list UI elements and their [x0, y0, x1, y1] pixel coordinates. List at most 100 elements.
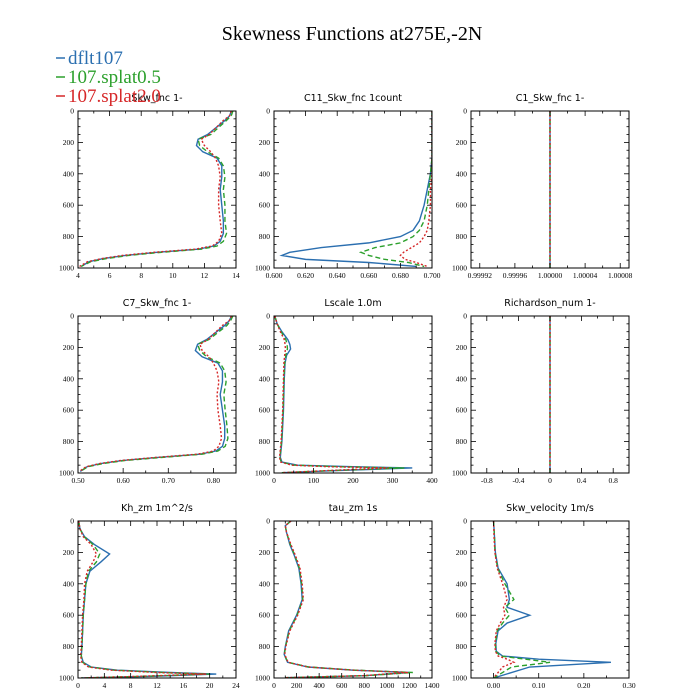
y-tick-label: 1000	[59, 469, 74, 478]
series-line-107.splat2.0	[283, 521, 409, 678]
series-line-107.splat2.0	[79, 111, 232, 268]
x-tick-label: 0.680	[392, 271, 409, 280]
y-tick-label: 200	[63, 138, 75, 147]
figure-title: Skewness Functions at275E,-2N	[222, 23, 483, 45]
x-tick-label: 1.00004	[573, 271, 598, 280]
series-line-107.splat2.0	[399, 111, 432, 268]
y-tick-label: 600	[259, 201, 271, 210]
panel-title: Kh_zm 1m^2/s	[121, 503, 193, 514]
y-tick-label: 400	[63, 579, 75, 588]
panel-title: C7_Skw_fnc 1-	[123, 298, 192, 309]
x-tick-label: 800	[359, 681, 371, 690]
x-tick-label: 0.4	[577, 476, 587, 485]
legend-label-splat20: 107.splat2.0	[68, 86, 161, 107]
series-line-107.splat2.0	[274, 316, 389, 473]
y-tick-label: 0	[266, 517, 270, 526]
y-tick-label: 1000	[452, 264, 467, 273]
x-tick-label: 24	[232, 681, 240, 690]
x-tick-label: 0.20	[577, 681, 590, 690]
x-tick-label: 0.700	[424, 271, 441, 280]
x-tick-label: 400	[426, 476, 438, 485]
x-tick-label: 0	[272, 681, 276, 690]
x-tick-label: 0.99992	[468, 271, 493, 280]
x-tick-label: -0.8	[481, 476, 493, 485]
y-tick-label: 400	[456, 374, 468, 383]
x-tick-label: 0.80	[207, 476, 220, 485]
y-tick-label: 400	[259, 374, 271, 383]
panel-frame	[77, 110, 237, 269]
y-tick-label: 200	[456, 138, 468, 147]
x-tick-label: 400	[314, 681, 326, 690]
x-tick-label: 0.60	[117, 476, 130, 485]
panel-title: C11_Skw_fnc 1count	[304, 93, 402, 104]
y-tick-label: 600	[259, 611, 271, 620]
y-tick-label: 800	[63, 642, 75, 651]
y-tick-label: 0	[266, 107, 270, 116]
series-line-107.splat0.5	[358, 111, 432, 268]
x-tick-label: 14	[232, 271, 240, 280]
y-tick-label: 600	[63, 406, 75, 415]
panel-frame	[273, 520, 433, 679]
x-tick-label: 0	[548, 476, 552, 485]
legend: dflt107 107.splat0.5 107.splat2.0	[56, 48, 161, 107]
y-tick-label: 0	[70, 517, 74, 526]
y-tick-label: 800	[456, 232, 468, 241]
y-tick-label: 1000	[255, 469, 270, 478]
panel-title: Lscale 1.0m	[324, 298, 381, 309]
series-line-107.splat2.0	[492, 521, 516, 678]
x-tick-label: 1.00000	[538, 271, 563, 280]
y-tick-label: 1000	[255, 674, 270, 683]
y-tick-label: 400	[259, 169, 271, 178]
series-line-dflt107	[274, 316, 413, 473]
x-tick-label: 6	[108, 271, 112, 280]
x-tick-label: 600	[336, 681, 348, 690]
series-line-dflt107	[492, 521, 611, 678]
y-tick-label: 600	[456, 201, 468, 210]
y-tick-label: 1000	[59, 264, 74, 273]
panel-title: tau_zm 1s	[329, 503, 378, 514]
series-line-dflt107	[279, 111, 432, 268]
x-tick-label: -0.4	[512, 476, 524, 485]
y-tick-label: 200	[456, 343, 468, 352]
x-tick-label: 0.00	[487, 681, 500, 690]
series-line-107.splat2.0	[78, 521, 207, 678]
legend-label-splat05: 107.splat0.5	[68, 67, 161, 88]
x-tick-label: 0.99996	[503, 271, 528, 280]
x-tick-label: 200	[347, 476, 359, 485]
series-line-107.splat0.5	[79, 316, 234, 473]
x-tick-label: 1200	[402, 681, 417, 690]
y-tick-label: 400	[456, 169, 468, 178]
x-tick-label: 4	[102, 681, 106, 690]
y-tick-label: 200	[63, 548, 75, 557]
panel-frame	[273, 315, 433, 474]
x-tick-label: 0.600	[266, 271, 283, 280]
x-tick-label: 12	[153, 681, 161, 690]
series-line-dflt107	[78, 521, 217, 678]
y-tick-label: 400	[63, 374, 75, 383]
x-tick-label: 1000	[379, 681, 394, 690]
x-tick-label: 300	[387, 476, 399, 485]
x-tick-label: 0.50	[71, 476, 84, 485]
x-tick-label: 0.620	[297, 271, 314, 280]
panel-title: Richardson_num 1-	[504, 298, 595, 309]
y-tick-label: 200	[259, 548, 271, 557]
y-tick-label: 1000	[59, 674, 74, 683]
panel-frame	[77, 520, 237, 679]
y-tick-label: 800	[259, 642, 271, 651]
x-tick-label: 10	[169, 271, 177, 280]
panel-2: C11_Skw_fnc 1count 0 200 400 600 800 10000.600…	[255, 93, 441, 280]
y-tick-label: 600	[259, 406, 271, 415]
series-line-107.splat0.5	[274, 316, 405, 473]
y-tick-label: 0	[266, 312, 270, 321]
y-tick-label: 800	[456, 642, 468, 651]
x-tick-label: 4	[76, 271, 80, 280]
y-tick-label: 600	[456, 406, 468, 415]
x-tick-label: 0.640	[329, 271, 346, 280]
y-tick-label: 0	[463, 107, 467, 116]
